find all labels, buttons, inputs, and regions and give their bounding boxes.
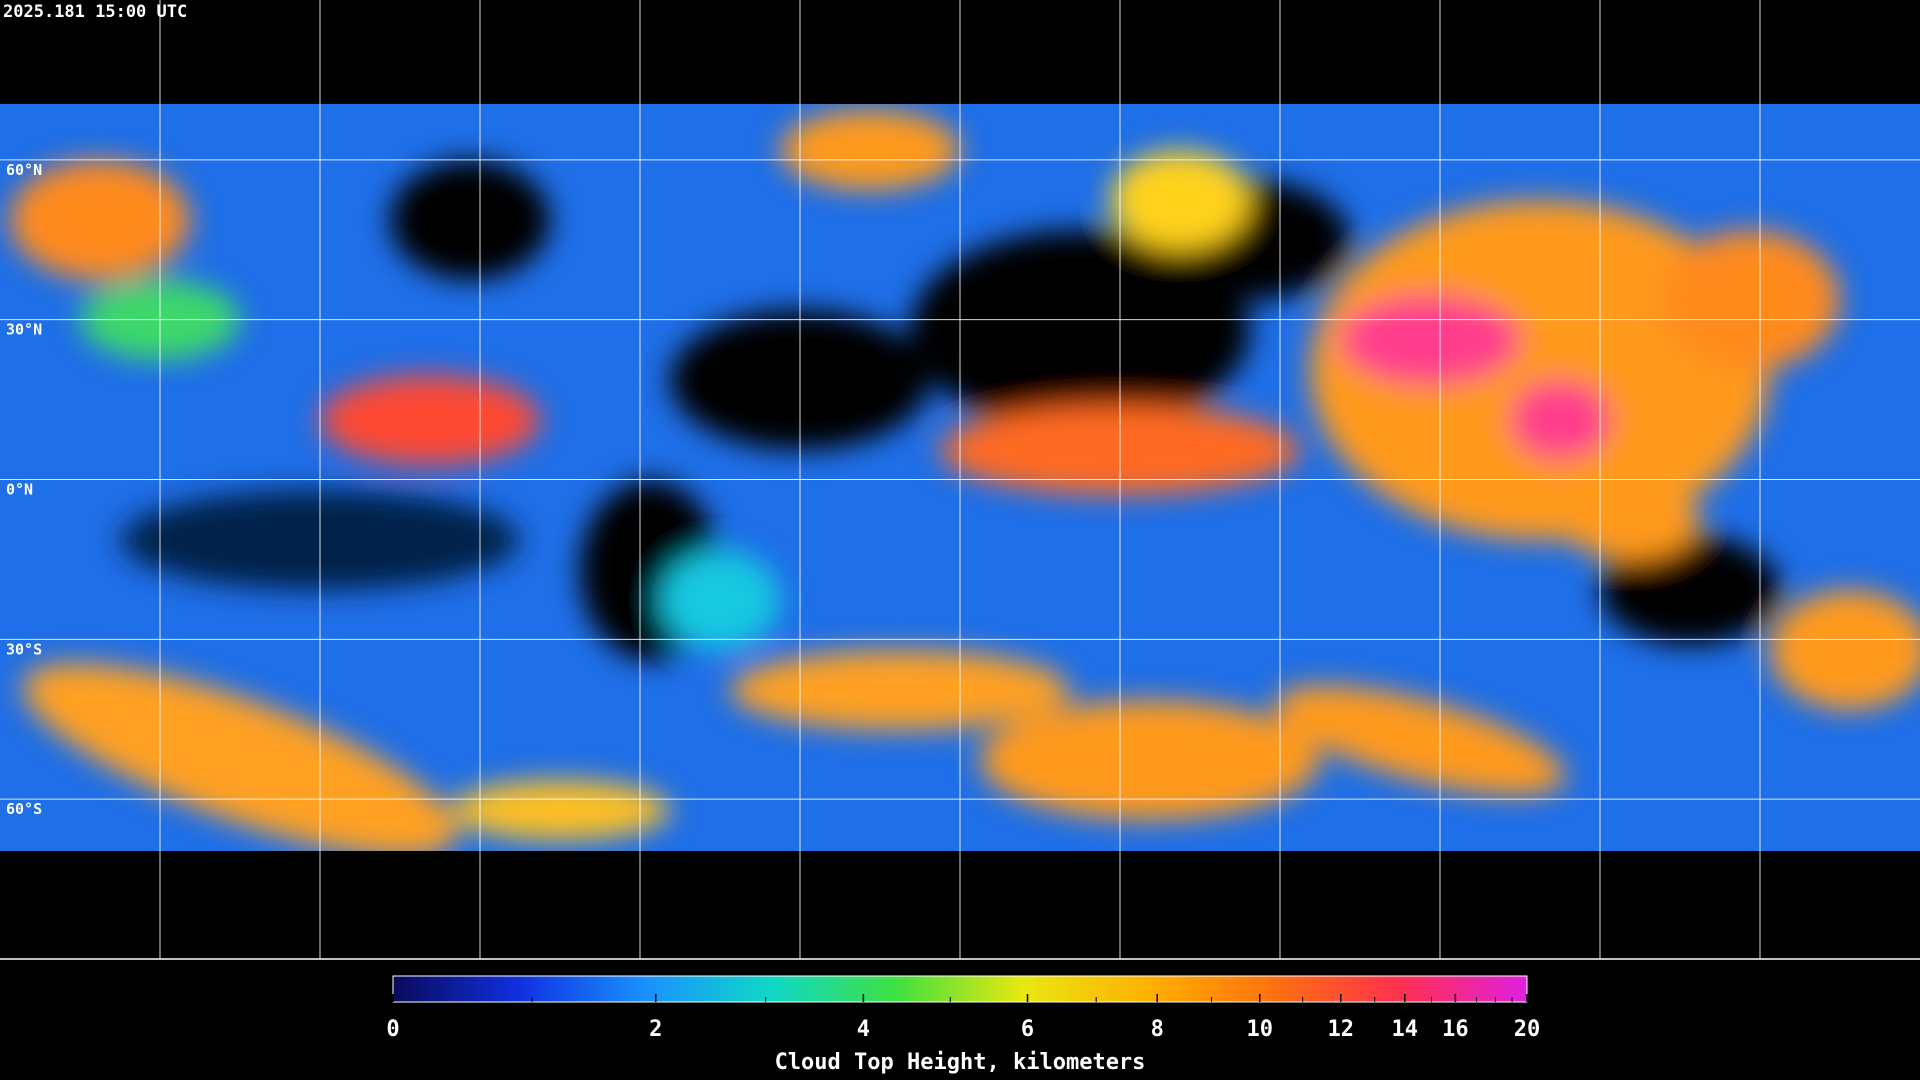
latitude-label: 30°S xyxy=(6,640,42,658)
colorbar-tick-label: 2 xyxy=(649,1017,662,1042)
latitude-label: 60°N xyxy=(6,161,42,179)
colorbar-tick-label: 16 xyxy=(1442,1017,1469,1042)
colorbar xyxy=(392,975,1528,1003)
latitude-label: 60°S xyxy=(6,800,42,818)
latitude-label: 0°N xyxy=(6,481,33,499)
colorbar-tick-label: 6 xyxy=(1021,1017,1034,1042)
colorbar-tick-label: 12 xyxy=(1328,1017,1355,1042)
colorbar-tick-label: 0 xyxy=(386,1017,399,1042)
colorbar-tick-label: 14 xyxy=(1392,1017,1419,1042)
colorbar-tick-label: 4 xyxy=(857,1017,870,1042)
colorbar-tick-label: 20 xyxy=(1514,1017,1541,1042)
colorbar-tick-label: 10 xyxy=(1246,1017,1273,1042)
colorbar-tick-label: 8 xyxy=(1151,1017,1164,1042)
latitude-label: 30°N xyxy=(6,321,42,339)
colorbar-title: Cloud Top Height, kilometers xyxy=(775,1050,1146,1075)
timestamp: 2025.181 15:00 UTC xyxy=(3,2,187,22)
